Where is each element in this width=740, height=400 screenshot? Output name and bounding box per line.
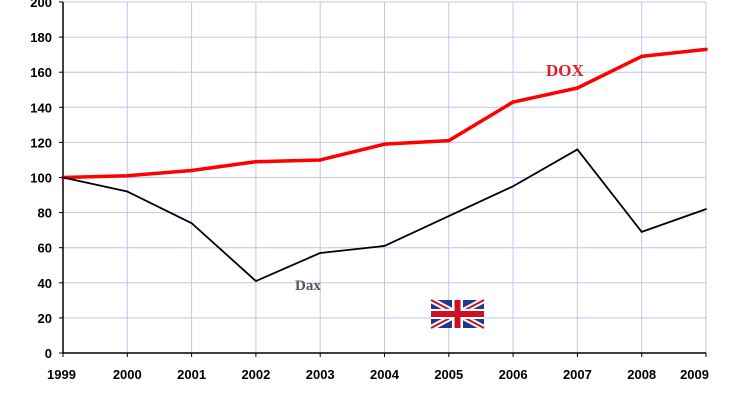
y-tick-label: 100 — [30, 171, 52, 186]
x-tick-label: 2004 — [370, 367, 400, 382]
series-label-dax: Dax — [295, 278, 321, 294]
data-point-dox — [254, 159, 258, 164]
data-point-dax — [190, 222, 193, 225]
data-point-dox — [639, 54, 644, 59]
data-point-dax — [62, 176, 64, 179]
chart-series — [61, 47, 708, 282]
y-tick-label: 140 — [30, 100, 52, 115]
y-axis-ticks: 0 20 40 60 80 100 120 140 160 180 200 — [30, 0, 52, 361]
chart-axes — [59, 1, 707, 357]
y-tick-label: 160 — [30, 65, 52, 80]
x-tick-label: 2003 — [306, 367, 335, 382]
y-tick-label: 180 — [30, 30, 52, 45]
data-point-dax — [319, 252, 322, 254]
x-tick-label: 2007 — [563, 367, 592, 382]
x-tick-label: 2002 — [241, 367, 270, 382]
chart-grid — [62, 1, 707, 354]
data-point-dax — [576, 148, 579, 151]
data-point-dax — [705, 208, 707, 210]
y-tick-label: 60 — [38, 241, 52, 256]
data-point-dox — [447, 138, 451, 143]
y-tick-label: 20 — [38, 311, 52, 326]
data-point-dox — [704, 47, 708, 52]
y-tick-label: 80 — [38, 206, 52, 221]
x-tick-label: 2001 — [177, 367, 206, 382]
y-tick-label: 40 — [38, 276, 52, 291]
data-point-dox — [511, 100, 515, 104]
x-tick-label: 2005 — [434, 367, 463, 382]
y-tick-label: 120 — [30, 135, 52, 150]
data-point-dax — [383, 245, 386, 247]
data-point-dax — [447, 215, 450, 218]
x-tick-label: 1999 — [47, 367, 76, 382]
x-tick-label: 2009 — [680, 367, 709, 382]
data-point-dax — [126, 190, 129, 193]
series-label-dox: DOX — [546, 61, 585, 80]
y-tick-label: 200 — [30, 0, 52, 10]
x-axis-ticks: 1999 2000 2001 2002 2003 2004 2005 2006 2007 2008… — [47, 367, 709, 382]
x-tick-label: 2006 — [499, 367, 528, 382]
data-point-dax — [512, 185, 514, 188]
uk-flag-icon — [429, 297, 486, 331]
data-point-dax — [640, 231, 643, 233]
x-tick-label: 2008 — [627, 367, 656, 382]
x-tick-label: 2000 — [113, 367, 142, 382]
data-point-dax — [255, 280, 257, 282]
data-point-dox — [189, 168, 194, 173]
data-point-dox — [382, 142, 387, 146]
data-point-dox — [575, 86, 580, 90]
data-point-dox — [318, 158, 322, 162]
y-tick-label: 0 — [45, 346, 52, 361]
data-point-dox — [125, 173, 130, 178]
